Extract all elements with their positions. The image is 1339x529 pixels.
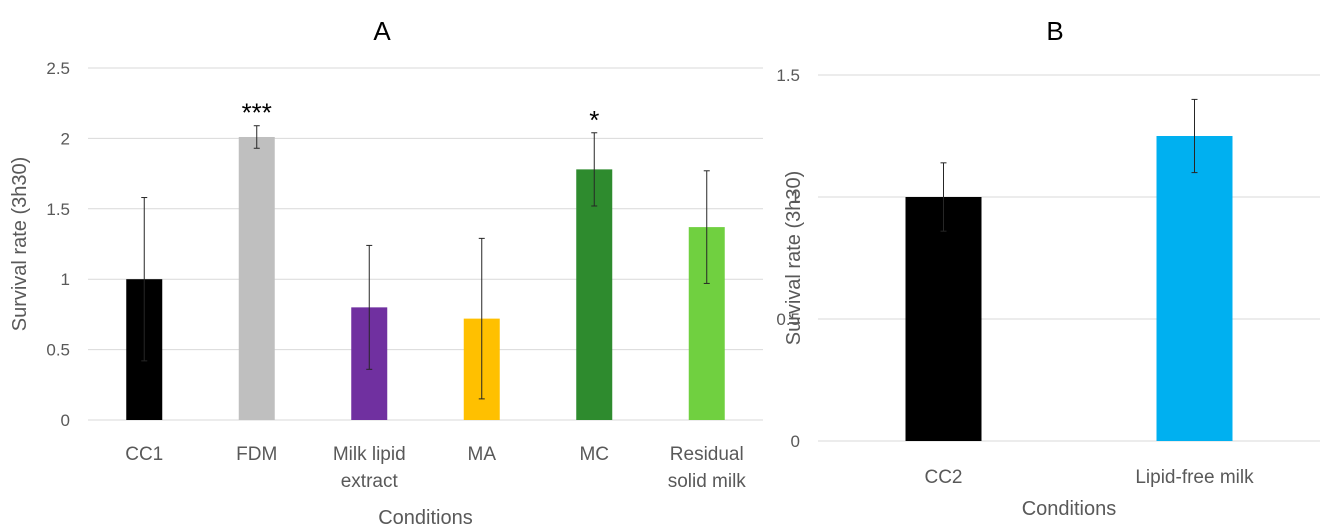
bar-a-1 [238, 136, 275, 420]
y-tick-label-a: 1.5 [46, 200, 70, 219]
y-tick-label-a: 2.5 [46, 59, 70, 78]
y-axis-title-a: Survival rate (3h30) [9, 157, 31, 332]
y-tick-label-b: 1.5 [776, 66, 800, 85]
x-axis-title-a: Conditions [378, 507, 473, 529]
bar-a-4 [576, 169, 613, 420]
significance-label-a-4: * [589, 105, 599, 135]
chart-panel-b: B 0 0.5 1 1.5 CC2 Lipid-free milk Conditions Sur… [776, 16, 1320, 520]
bar-b-1 [1156, 136, 1233, 441]
x-tick-label-a: MA [468, 444, 497, 465]
y-tick-label-b: 0.5 [776, 310, 800, 329]
chart-panel-a: A 0 0.5 1 1.5 2 2.5 CC1 *** FDM Milk lipid extract M… [9, 16, 763, 529]
y-tick-label-a: 1 [61, 270, 70, 289]
x-tick-label-a: MC [579, 444, 609, 465]
x-tick-label-b: Lipid-free milk [1135, 467, 1254, 488]
chart-title-a: A [373, 16, 391, 46]
x-tick-label-a: Milk lipid [333, 444, 406, 465]
bar-b-0 [905, 197, 982, 441]
x-tick-label-a: CC1 [125, 444, 163, 465]
x-tick-label-a: extract [341, 471, 399, 492]
x-tick-label-a: Residual [670, 444, 744, 465]
y-tick-label-a: 0 [61, 411, 70, 430]
y-tick-label-a: 2 [61, 129, 70, 148]
x-tick-label-a: FDM [236, 444, 277, 465]
x-tick-label-b: CC2 [924, 467, 962, 488]
y-tick-label-b: 0 [791, 432, 800, 451]
chart-title-b: B [1046, 16, 1063, 46]
y-tick-label-a: 0.5 [46, 341, 70, 360]
y-tick-label-b: 1 [791, 188, 800, 207]
y-axis-title-b: Survival rate (3h30) [783, 171, 805, 346]
x-tick-label-a: solid milk [668, 471, 747, 492]
x-axis-title-b: Conditions [1022, 498, 1117, 520]
significance-label-a-1: *** [242, 98, 272, 128]
